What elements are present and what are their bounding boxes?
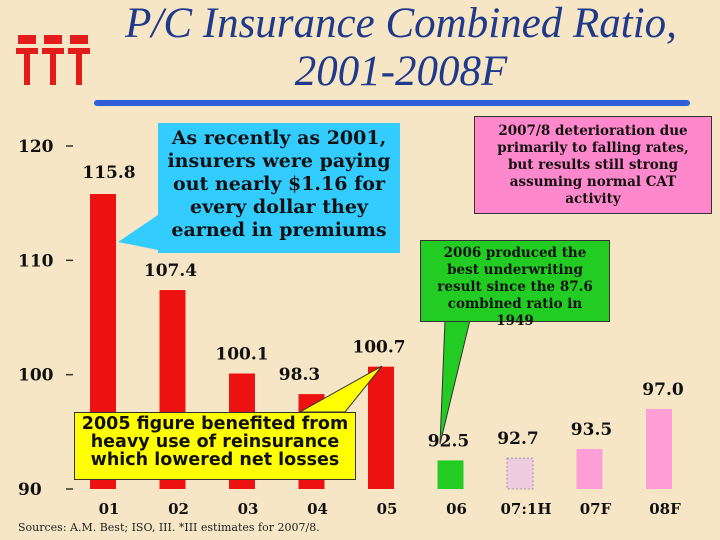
callout-2006-pointer: [439, 319, 471, 445]
x-label-06: 06: [446, 500, 467, 518]
callout-2005-text: 2005 figure benefited from heavy use of …: [81, 414, 349, 470]
x-labels-group: 01 02 03 04 05 06 07:1H 07F 08F: [99, 500, 682, 518]
title-line-2: 2001-2008F: [294, 48, 508, 95]
callout-2006: 2006 produced the best underwriting resu…: [420, 240, 610, 329]
iii-logo: [16, 35, 90, 85]
callout-2001: As recently as 2001, insurers were payin…: [158, 123, 400, 253]
callout-2006-text: 2006 produced the best underwriting resu…: [437, 245, 593, 329]
value-label-03: 100.1: [215, 345, 268, 365]
x-label-07F: 07F: [580, 500, 612, 518]
x-label-01: 01: [99, 500, 120, 518]
value-label-07:1H: 92.7: [497, 429, 538, 449]
y-tick-label: 100: [18, 366, 54, 386]
callout-2001-text: As recently as 2001, insurers were payin…: [167, 127, 391, 241]
title-underline: [94, 100, 690, 106]
x-label-08F: 08F: [649, 500, 681, 518]
value-label-08F: 97.0: [642, 380, 684, 400]
value-label-05: 100.7: [352, 338, 405, 358]
source-note: Sources: A.M. Best; ISO, III. *III estim…: [18, 521, 320, 534]
value-label-04: 98.3: [279, 365, 320, 385]
value-labels-group: 115.8 107.4 100.1 98.3 100.7 92.5 92.7 93.5 97.0: [82, 163, 683, 451]
x-label-02: 02: [168, 500, 189, 518]
callout-2001-pointer: [118, 215, 158, 250]
page-title: P/C Insurance Combined Ratio, 2001-2008F: [96, 0, 706, 96]
y-axis: 90 100 110 120: [18, 137, 73, 500]
value-label-06: 92.5: [428, 431, 469, 451]
callout-2007-text: 2007/8 deterioration due primarily to fa…: [497, 123, 689, 207]
bar-08F: [646, 408, 672, 489]
x-label-05: 05: [377, 500, 398, 518]
y-tick-label: 110: [18, 251, 54, 271]
bar-07F: [576, 448, 603, 489]
title-line-1: P/C Insurance Combined Ratio,: [125, 0, 677, 47]
bar-05: [368, 366, 394, 489]
value-label-07F: 93.5: [571, 420, 612, 440]
callout-2007: 2007/8 deterioration due primarily to fa…: [474, 116, 712, 214]
x-label-04: 04: [307, 500, 328, 518]
bar-06: [437, 460, 464, 489]
y-tick-label: 120: [18, 137, 54, 157]
callout-2005: 2005 figure benefited from heavy use of …: [74, 412, 356, 480]
value-label-01: 115.8: [82, 163, 135, 183]
x-label-03: 03: [238, 500, 259, 518]
y-tick-label: 90: [18, 480, 42, 500]
x-label-07:1H: 07:1H: [500, 500, 551, 518]
value-label-02: 107.4: [144, 261, 197, 281]
bar-07:1H: [506, 457, 534, 490]
